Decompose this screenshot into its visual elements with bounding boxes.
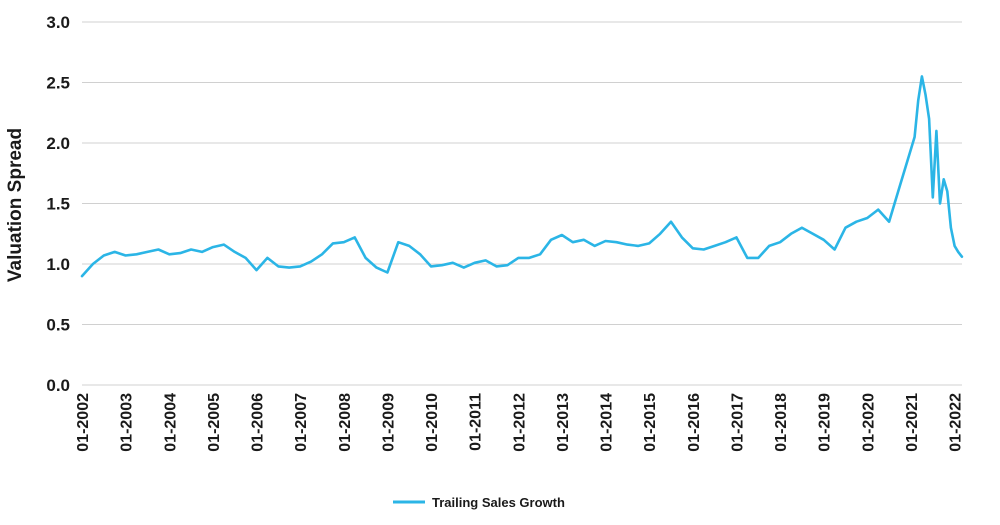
- y-axis-title: Valuation Spread: [5, 128, 26, 282]
- x-tick-label: 01-2008: [337, 393, 354, 452]
- series-line: [80, 75, 964, 278]
- x-tick-label: 01-2013: [555, 393, 572, 452]
- x-tick-label: 01-2011: [468, 393, 485, 451]
- x-tick-label: 01-2015: [642, 393, 659, 452]
- legend-label: Trailing Sales Growth: [432, 495, 565, 510]
- x-tick-label: 01-2006: [250, 393, 267, 452]
- x-tick-label: 01-2004: [162, 393, 179, 452]
- x-tick-label: 01-2012: [511, 393, 528, 452]
- x-tick-label: 01-2005: [206, 393, 223, 452]
- x-tick-label: 01-2018: [773, 393, 790, 452]
- y-tick-label: 0.0: [46, 376, 70, 395]
- y-tick-label: 2.5: [46, 74, 70, 93]
- series-layer: [80, 75, 964, 278]
- gridlines: [82, 21, 962, 386]
- x-tick-label: 01-2007: [293, 393, 310, 452]
- x-tick-label: 01-2016: [686, 393, 703, 452]
- x-tick-label: 01-2002: [75, 393, 92, 452]
- x-tick-label: 01-2022: [948, 393, 965, 452]
- x-tick-label: 01-2020: [860, 393, 877, 452]
- x-tick-label: 01-2019: [817, 393, 834, 452]
- x-axis-ticks: 01-2002 01-2003 01-2004 01-2005 01-2006 01-20…: [75, 393, 965, 452]
- x-tick-label: 01-2003: [119, 393, 136, 452]
- y-tick-label: 0.5: [46, 316, 70, 335]
- y-axis-ticks: 0.0 0.5 1.0 1.5 2.0 2.5 3.0: [46, 13, 70, 395]
- x-tick-label: 01-2017: [729, 393, 746, 452]
- y-tick-label: 3.0: [46, 13, 70, 32]
- y-tick-label: 1.0: [46, 255, 70, 274]
- x-tick-label: 01-2014: [599, 393, 616, 452]
- x-tick-label: 01-2021: [904, 393, 921, 452]
- legend: Trailing Sales Growth: [393, 495, 565, 510]
- y-tick-label: 2.0: [46, 134, 70, 153]
- x-tick-label: 01-2009: [380, 393, 397, 452]
- y-tick-label: 1.5: [46, 195, 70, 214]
- x-tick-label: 01-2010: [424, 393, 441, 452]
